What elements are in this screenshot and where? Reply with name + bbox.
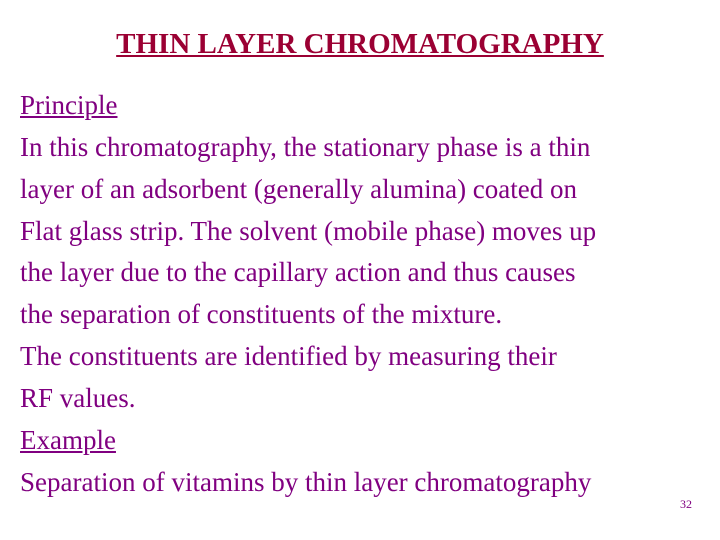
principle-line-2: layer of an adsorbent (generally alumina… xyxy=(20,169,700,211)
principle-line-1: In this chromatography, the stationary p… xyxy=(20,127,700,169)
principle-line-6: The constituents are identified by measu… xyxy=(20,336,700,378)
page-number: 32 xyxy=(680,497,692,512)
principle-line-5: the separation of constituents of the mi… xyxy=(20,294,700,336)
principle-line-7: RF values. xyxy=(20,378,700,420)
slide-title: THIN LAYER CHROMATOGRAPHY xyxy=(20,28,700,61)
slide-body: Principle In this chromatography, the st… xyxy=(20,85,700,503)
principle-line-4: the layer due to the capillary action an… xyxy=(20,252,700,294)
example-line-1: Separation of vitamins by thin layer chr… xyxy=(20,462,700,504)
principle-line-3: Flat glass strip. The solvent (mobile ph… xyxy=(20,211,700,253)
example-heading: Example xyxy=(20,425,116,455)
principle-heading: Principle xyxy=(20,90,117,120)
